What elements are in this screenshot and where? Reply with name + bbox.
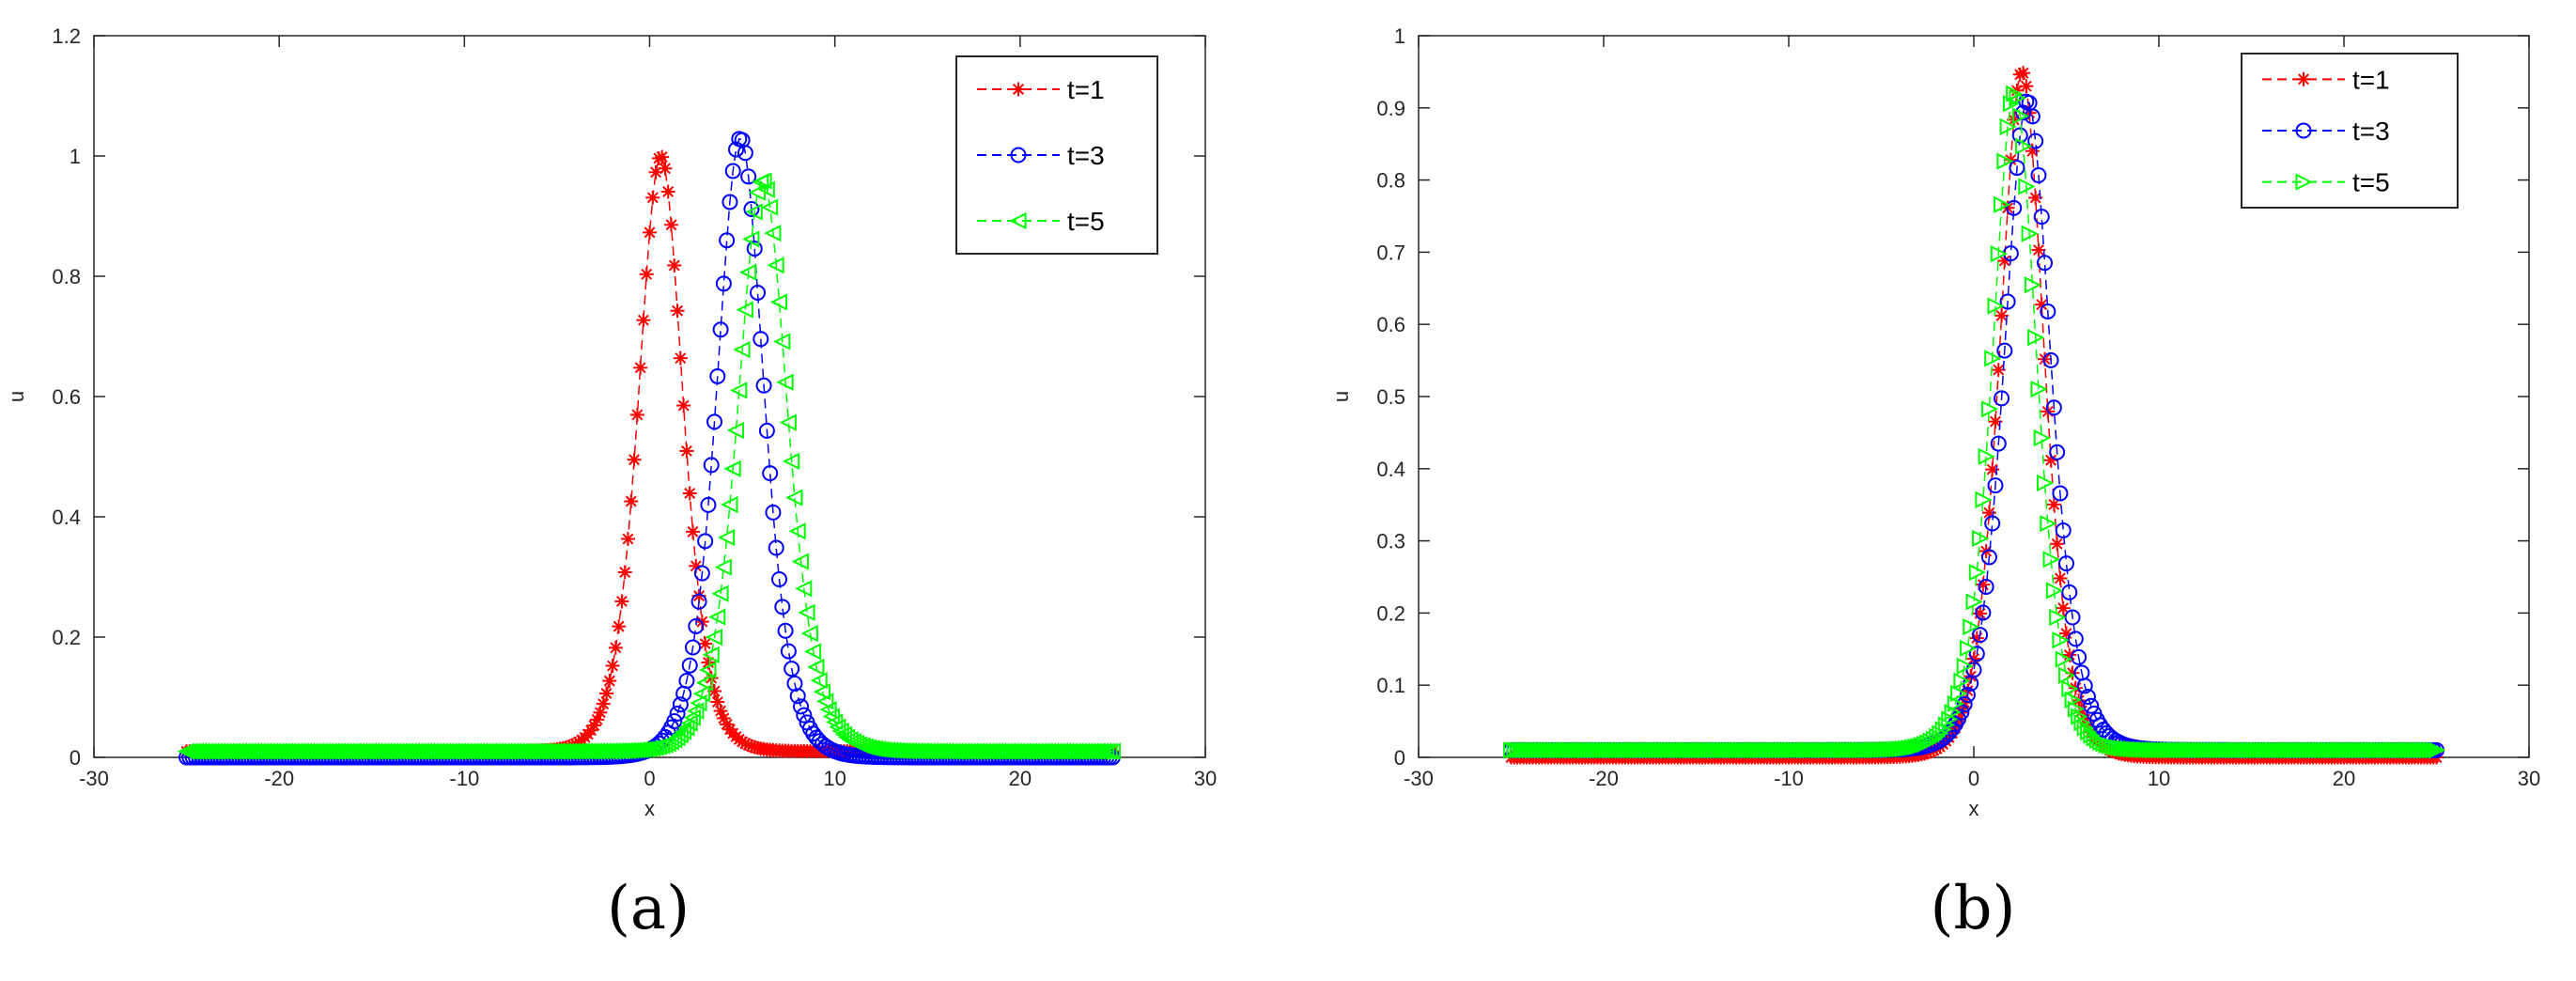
x-tick-label: 30: [2518, 767, 2540, 790]
x-tick-label: 20: [2333, 767, 2355, 790]
data-point: [686, 524, 700, 538]
data-point: [2019, 79, 2033, 93]
x-tick-label: 0: [1968, 767, 1979, 790]
x-tick-label: 10: [2148, 767, 2170, 790]
legend-marker: [2297, 72, 2311, 86]
x-tick-label: 30: [1194, 767, 1217, 790]
y-axis-label: u: [1334, 391, 1353, 402]
x-tick-label: -30: [79, 767, 109, 790]
data-point: [679, 444, 693, 458]
y-tick-label: 0.4: [52, 506, 81, 529]
data-point: [2053, 571, 2067, 585]
y-tick-label: 0.1: [1376, 674, 1405, 697]
y-tick-label: 0.5: [1376, 385, 1405, 409]
panel-caption-b: (b): [1879, 874, 2067, 943]
data-point: [621, 532, 635, 546]
data-point: [667, 258, 681, 272]
legend-box: [2242, 54, 2458, 208]
data-point: [614, 594, 628, 608]
x-tick-label: 0: [644, 767, 655, 790]
data-point: [676, 398, 691, 413]
legend-label: t=5: [2352, 168, 2390, 197]
data-point: [655, 150, 669, 164]
chart-panel-a: -30 -20 -10 0 10 20 3000.20.40.60.811.2xut=1t=…: [0, 0, 1240, 846]
y-axis-label: u: [5, 391, 28, 402]
data-point: [597, 697, 611, 711]
data-point: [674, 351, 688, 366]
y-tick-label: 0.2: [52, 626, 81, 649]
x-axis-label: x: [644, 797, 655, 820]
legend-label: t=3: [2352, 117, 2390, 146]
data-point: [624, 494, 638, 508]
y-tick-label: 0: [70, 746, 81, 770]
legend-marker: [1012, 83, 1026, 97]
chart-panel-b: -30 -20 -10 0 10 20 30 0 0.1 0.2 0.3 0.4 0.5 0.6 0.7 0.…: [1334, 0, 2576, 846]
data-point: [664, 218, 678, 232]
x-tick-label: 20: [1009, 767, 1032, 790]
data-point: [628, 453, 642, 467]
legend-label: t=1: [1067, 75, 1105, 104]
x-tick-label: 10: [823, 767, 846, 790]
data-point: [612, 619, 626, 633]
data-point: [630, 408, 644, 422]
x-tick-label: -10: [449, 767, 479, 790]
y-tick-label: 0.3: [1376, 530, 1405, 553]
data-point: [609, 641, 623, 655]
data-point: [606, 659, 620, 673]
y-tick-label: 0.7: [1376, 241, 1405, 264]
data-point: [671, 304, 685, 318]
y-tick-label: 0.4: [1376, 458, 1405, 481]
y-tick-label: 0.2: [1376, 601, 1405, 625]
x-tick-label: -20: [264, 767, 294, 790]
legend: t=1 t=3 t=5: [2242, 54, 2458, 208]
legend-label: t=1: [2352, 65, 2390, 94]
y-tick-label: 0: [1394, 746, 1405, 770]
y-tick-label: 0.8: [1376, 169, 1405, 193]
y-tick-label: 0.9: [1376, 97, 1405, 120]
data-point: [633, 361, 647, 375]
panel-caption-a: (a): [554, 874, 742, 943]
y-tick-label: 1: [70, 145, 81, 168]
data-point: [618, 566, 632, 580]
x-tick-label: -10: [1774, 767, 1804, 790]
legend-label: t=5: [1067, 207, 1105, 236]
y-tick-label: 0.8: [52, 265, 81, 288]
data-point: [640, 267, 654, 281]
legend: t=1 t=3 t=5: [956, 56, 1157, 254]
data-point: [602, 674, 616, 688]
data-point: [661, 185, 675, 199]
y-tick-label: 1: [1394, 24, 1405, 48]
data-point: [645, 191, 660, 205]
data-point: [636, 313, 650, 327]
data-point: [658, 162, 672, 176]
data-point: [599, 687, 613, 701]
data-point: [683, 486, 697, 500]
y-tick-label: 0.6: [52, 385, 81, 409]
y-tick-label: 1.2: [52, 24, 81, 48]
legend-label: t=3: [1067, 141, 1105, 170]
x-axis-label: x: [1969, 797, 1979, 820]
data-point: [643, 226, 657, 240]
x-tick-label: -20: [1589, 767, 1619, 790]
x-tick-label: -30: [1404, 767, 1434, 790]
y-tick-label: 0.6: [1376, 313, 1405, 336]
